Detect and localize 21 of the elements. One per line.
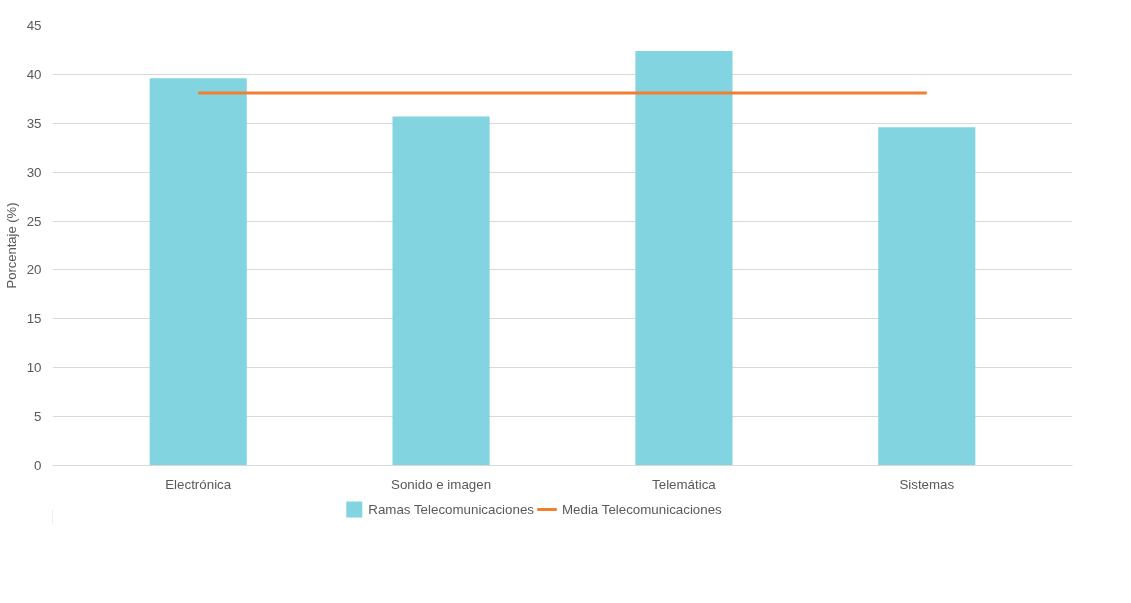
y-tick-label: 15: [26, 311, 42, 327]
bar: [149, 78, 247, 466]
y-tick-label: 10: [26, 360, 42, 376]
y-tick-label: 40: [26, 66, 42, 82]
y-tick-label: 45: [26, 18, 42, 33]
x-tick-label: Sistemas: [899, 476, 955, 492]
bar: [392, 116, 490, 466]
y-tick-label: 20: [26, 262, 42, 278]
legend-label: Media Telecomunicaciones: [561, 501, 722, 517]
x-tick-label: Sonido e imagen: [391, 476, 492, 492]
bar: [635, 50, 733, 466]
y-tick-label: 0: [34, 458, 42, 473]
y-tick-label: 30: [26, 164, 42, 180]
legend-label: Ramas Telecomunicaciones: [368, 501, 534, 517]
y-tick-label: 25: [26, 213, 42, 229]
y-axis-title: Porcentaje (%): [3, 202, 19, 289]
x-tick-label: Electrónica: [165, 476, 232, 492]
x-tick-label: Telemática: [652, 476, 717, 492]
y-tick-label: 35: [26, 115, 42, 131]
y-tick-label: 5: [34, 409, 42, 425]
bar: [878, 127, 976, 466]
